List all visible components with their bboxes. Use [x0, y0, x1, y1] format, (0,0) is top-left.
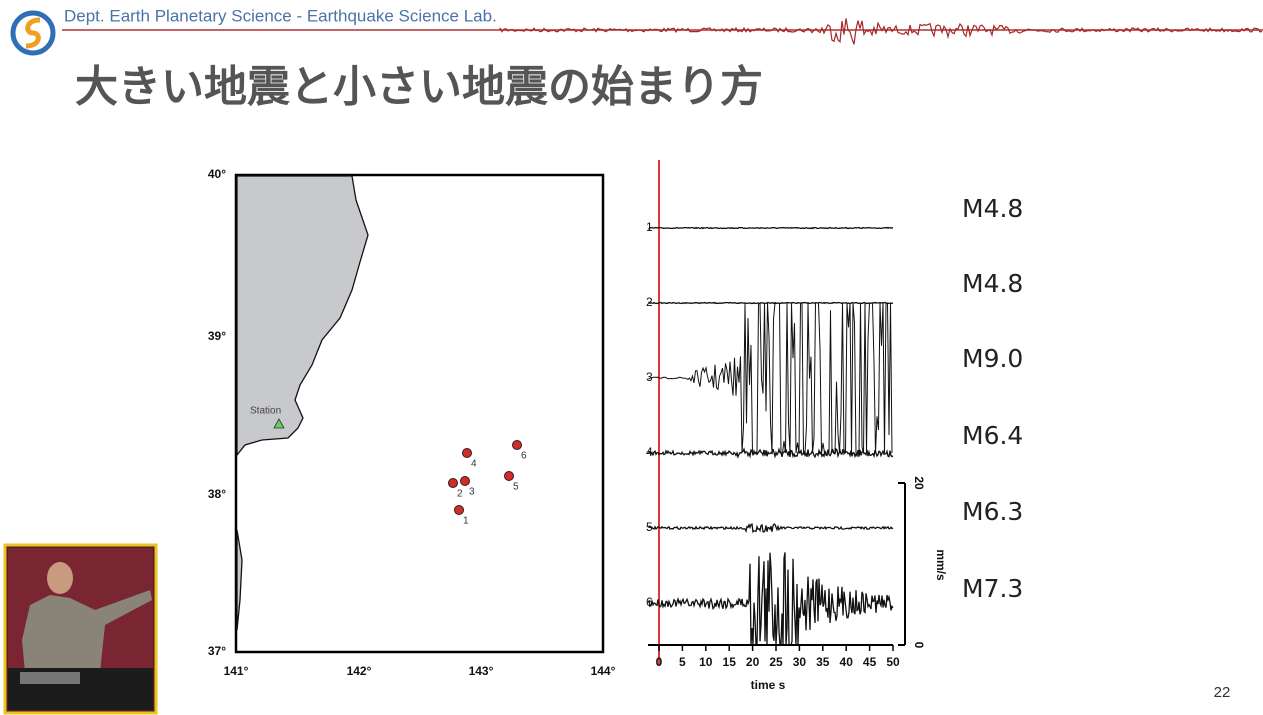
- trace-label: 3: [646, 370, 653, 384]
- station-marker: [273, 418, 285, 429]
- laptop: [20, 672, 80, 684]
- map-axis-labels: 40° 39° 38° 37° 141° 142° 143° 144°: [208, 167, 616, 678]
- video-inset: [3, 543, 158, 715]
- time-tick-label: 0: [656, 655, 663, 669]
- scale-top: 20: [912, 476, 926, 490]
- time-label: time s: [751, 678, 786, 692]
- event-label: 6: [521, 451, 527, 462]
- trace: [648, 552, 894, 646]
- magnitude: M7.3: [962, 574, 1023, 603]
- time-tick-label: 20: [746, 655, 760, 669]
- time-tick-label: 45: [863, 655, 877, 669]
- scale-bottom: 0: [912, 642, 926, 649]
- slide-title: 大きい地震と小さい地震の始まり方: [75, 63, 763, 113]
- trace: [648, 523, 894, 534]
- lon-label: 142°: [347, 664, 372, 678]
- time-tick-label: 50: [886, 655, 900, 669]
- event-marker: [448, 478, 458, 488]
- event-marker: [512, 440, 522, 450]
- magnitude: M9.0: [962, 344, 1023, 373]
- magnitudes: M4.8 M4.8 M9.0 M6.4 M6.3 M7.3: [962, 194, 1023, 603]
- logo-s: [25, 17, 41, 49]
- event-marker: [454, 505, 464, 515]
- time-tick-label: 5: [679, 655, 686, 669]
- event-marker: [460, 476, 470, 486]
- trace: [648, 447, 894, 459]
- lon-label: 144°: [591, 664, 616, 678]
- event-label: 3: [469, 487, 475, 498]
- event-label: 4: [471, 459, 477, 470]
- land: [236, 175, 369, 457]
- event-marker: [504, 471, 514, 481]
- land: [236, 529, 243, 631]
- magnitude: M4.8: [962, 269, 1023, 298]
- event-label: 5: [513, 482, 519, 493]
- lon-label: 143°: [469, 664, 494, 678]
- trace: [648, 302, 893, 454]
- lab-name: Dept. Earth Planetary Science - Earthqua…: [64, 6, 497, 25]
- time-tick-label: 15: [723, 655, 737, 669]
- time-tick-label: 25: [769, 655, 783, 669]
- header-seismogram: [499, 18, 1263, 45]
- trace: [648, 301, 894, 305]
- lat-label: 37°: [208, 644, 226, 658]
- station-label: Station: [250, 406, 281, 417]
- lon-label: 141°: [224, 664, 249, 678]
- logo-ring: [10, 10, 56, 56]
- trace: [648, 226, 894, 230]
- lat-label: 39°: [208, 329, 226, 343]
- event-marker: [462, 448, 472, 458]
- speaker-head: [47, 562, 73, 594]
- scale-unit: mm/s: [934, 549, 948, 581]
- time-tick-label: 10: [699, 655, 713, 669]
- event-label: 2: [457, 489, 463, 500]
- lat-label: 38°: [208, 487, 226, 501]
- magnitude: M4.8: [962, 194, 1023, 223]
- trace-label: 1: [646, 220, 653, 234]
- time-tick-label: 35: [816, 655, 830, 669]
- page-number: 22: [1214, 684, 1231, 701]
- lat-label: 40°: [208, 167, 226, 181]
- time-tick-label: 40: [840, 655, 854, 669]
- event-label: 1: [463, 516, 469, 527]
- magnitude: M6.3: [962, 497, 1023, 526]
- speaker-body: [22, 590, 152, 672]
- magnitude: M6.4: [962, 421, 1023, 450]
- time-tick-label: 30: [793, 655, 807, 669]
